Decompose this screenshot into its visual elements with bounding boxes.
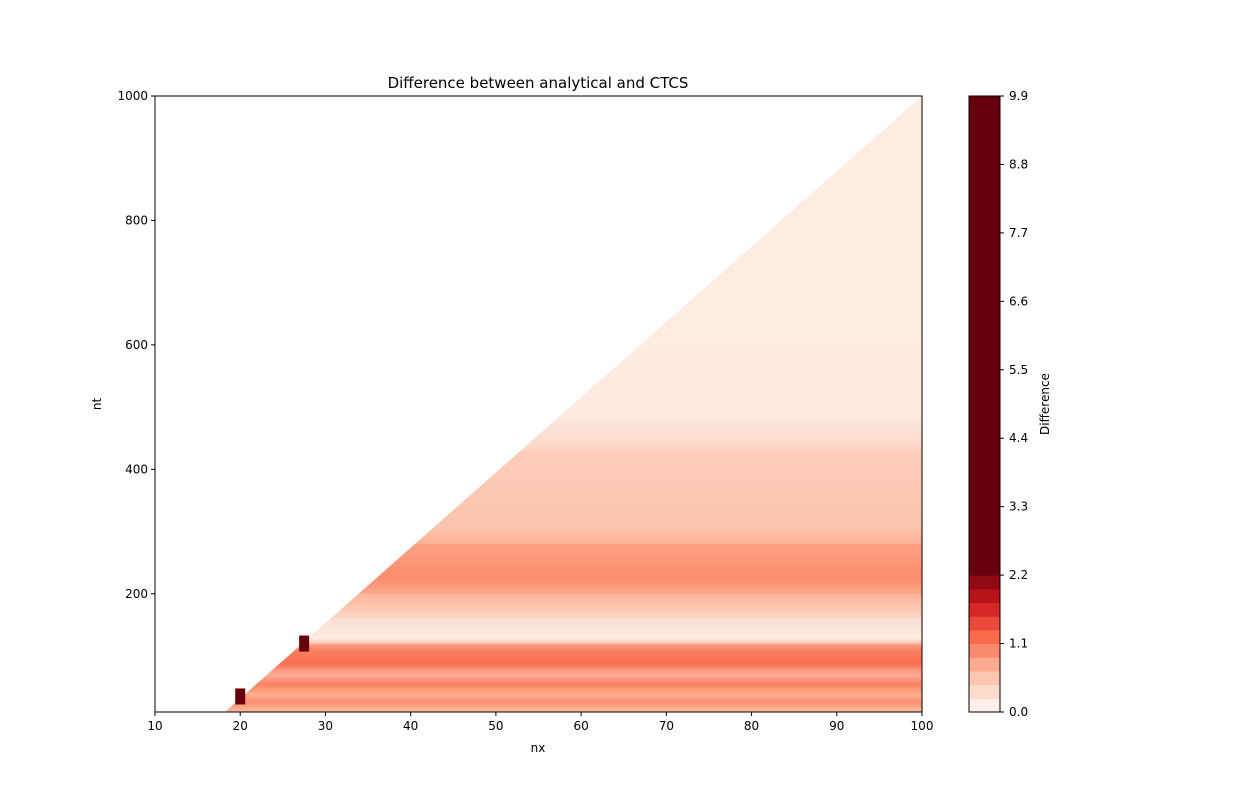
y-tick-label-200: 200 xyxy=(125,587,148,601)
colorbar-level-39 xyxy=(969,164,1000,179)
colorbar-level-10 xyxy=(969,561,1000,576)
colorbar-level-18 xyxy=(969,451,1000,467)
colorbar-level-1 xyxy=(969,684,1000,699)
colorbar-level-35 xyxy=(969,219,1000,234)
colorbar-level-38 xyxy=(969,178,1000,193)
contour-band-0 xyxy=(224,96,922,420)
colorbar-level-9 xyxy=(969,575,1000,590)
colorbar-level-31 xyxy=(969,273,1000,289)
x-tick-label-50: 50 xyxy=(488,719,503,733)
colorbar-level-28 xyxy=(969,315,1000,330)
colorbar-tick-label-8.8: 8.8 xyxy=(1009,157,1028,171)
contour-band-8 xyxy=(224,693,922,712)
colorbar-level-7 xyxy=(969,602,1000,617)
chart-title: Difference between analytical and CTCS xyxy=(388,74,689,92)
contour-band-3 xyxy=(224,544,922,594)
colorbar-level-21 xyxy=(969,410,1000,426)
colorbar-tick-label-7.7: 7.7 xyxy=(1009,226,1028,240)
colorbar-level-30 xyxy=(969,287,1000,302)
colorbar-level-13 xyxy=(969,520,1000,535)
colorbar-level-0 xyxy=(969,698,1000,713)
colorbar-level-8 xyxy=(969,588,1000,603)
colorbar-level-33 xyxy=(969,246,1000,261)
colorbar-level-17 xyxy=(969,465,1000,480)
hotspot-0 xyxy=(235,688,246,705)
x-axis-label: nx xyxy=(531,741,546,755)
x-tick-label-10: 10 xyxy=(147,719,162,733)
contour-band-1 xyxy=(224,419,922,451)
colorbar-level-14 xyxy=(969,506,1000,521)
colorbar-level-27 xyxy=(969,328,1000,343)
colorbar-level-23 xyxy=(969,383,1000,398)
colorbar-level-42 xyxy=(969,123,1000,138)
colorbar-level-4 xyxy=(969,643,1000,658)
colorbar-level-6 xyxy=(969,616,1000,631)
colorbar-tick-label-0.0: 0.0 xyxy=(1009,705,1028,719)
colorbar-level-44 xyxy=(969,96,1000,111)
colorbar-tick-label-5.5: 5.5 xyxy=(1009,363,1028,377)
contour-band-6 xyxy=(224,643,922,669)
x-tick-label-30: 30 xyxy=(318,719,333,733)
contour-band-2 xyxy=(224,450,922,544)
colorbar-level-15 xyxy=(969,492,1000,508)
x-tick-label-70: 70 xyxy=(659,719,674,733)
x-tick-label-90: 90 xyxy=(829,719,844,733)
colorbar-level-37 xyxy=(969,191,1000,207)
x-tick-label-100: 100 xyxy=(911,719,934,733)
colorbar-level-20 xyxy=(969,424,1000,439)
colorbar-level-3 xyxy=(969,657,1000,672)
colorbar-frame xyxy=(968,95,1001,713)
colorbar-tick-label-6.6: 6.6 xyxy=(1009,294,1028,308)
colorbar-label: Difference xyxy=(1038,373,1052,435)
y-tick-label-800: 800 xyxy=(125,213,148,227)
colorbar-tick-label-9.9: 9.9 xyxy=(1009,89,1028,103)
hotspot-1 xyxy=(299,635,310,652)
x-tick-label-80: 80 xyxy=(744,719,759,733)
x-tick-label-60: 60 xyxy=(573,719,588,733)
colorbar-level-16 xyxy=(969,479,1000,494)
colorbar-level-12 xyxy=(969,534,1000,549)
axes-frame xyxy=(154,95,923,713)
contour-band-5 xyxy=(224,618,922,644)
contour-band-4 xyxy=(224,593,922,619)
x-tick-label-20: 20 xyxy=(233,719,248,733)
colorbar-level-36 xyxy=(969,205,1000,220)
colorbar-level-32 xyxy=(969,260,1000,275)
y-tick-label-1000: 1000 xyxy=(117,89,148,103)
colorbar-level-26 xyxy=(969,342,1000,357)
colorbar: 0.0 1.1 2.2 3.3 4.4 5.5 6.6 7.7 8.8 9.9 xyxy=(968,89,1028,719)
y-tick-label-400: 400 xyxy=(125,462,148,476)
y-axis-label: nt xyxy=(90,398,104,411)
contour-field xyxy=(224,96,922,712)
colorbar-level-2 xyxy=(969,670,1000,686)
colorbar-level-40 xyxy=(969,150,1000,165)
colorbar-level-11 xyxy=(969,547,1000,562)
colorbar-tick-label-4.4: 4.4 xyxy=(1009,431,1028,445)
x-tick-label-40: 40 xyxy=(403,719,418,733)
colorbar-level-24 xyxy=(969,369,1000,384)
colorbar-level-25 xyxy=(969,356,1000,371)
y-tick-label-600: 600 xyxy=(125,338,148,352)
colorbar-tick-label-3.3: 3.3 xyxy=(1009,500,1028,514)
contour-band-7 xyxy=(224,668,922,694)
colorbar-level-22 xyxy=(969,397,1000,412)
colorbar-level-5 xyxy=(969,629,1000,645)
colorbar-level-43 xyxy=(969,109,1000,124)
colorbar-tick-label-2.2: 2.2 xyxy=(1009,568,1028,582)
colorbar-level-34 xyxy=(969,232,1000,248)
plot-area: 10 20 30 40 50 60 70 80 90 100 200 400 600 800 1000 xyxy=(117,89,933,733)
colorbar-tick-label-1.1: 1.1 xyxy=(1009,637,1028,651)
colorbar-level-29 xyxy=(969,301,1000,316)
colorbar-level-19 xyxy=(969,438,1000,453)
colorbar-level-41 xyxy=(969,137,1000,152)
